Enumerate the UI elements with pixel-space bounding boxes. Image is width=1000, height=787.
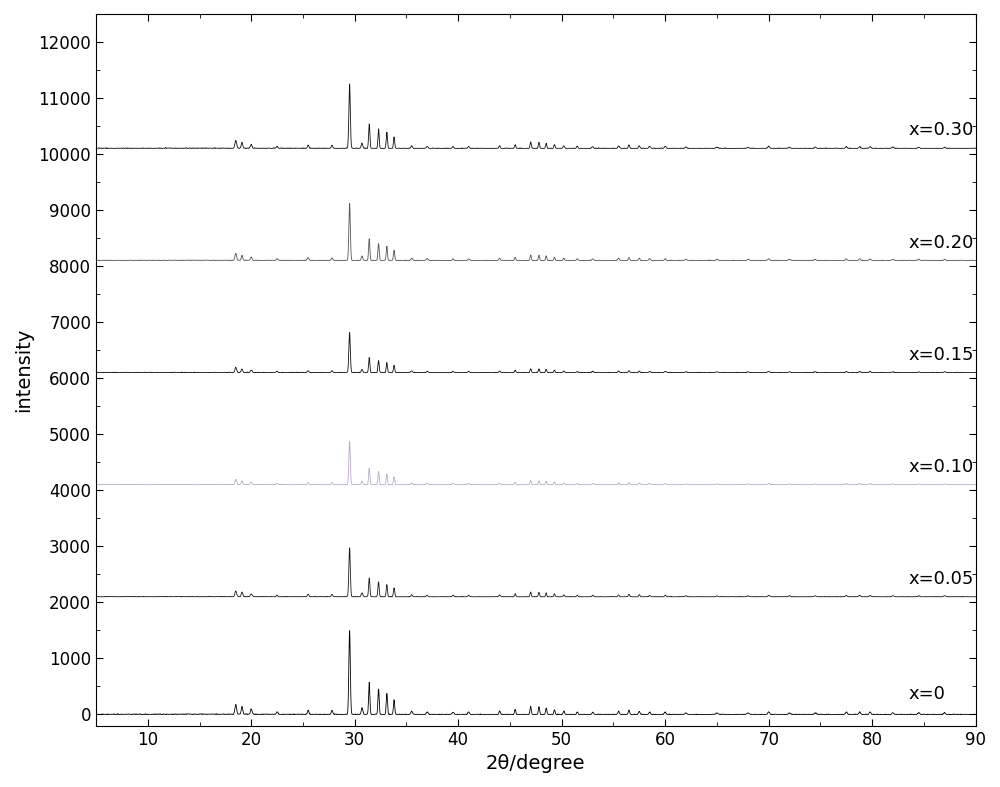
Text: x=0.15: x=0.15 xyxy=(908,345,974,364)
Text: x=0.20: x=0.20 xyxy=(908,234,974,252)
Y-axis label: intensity: intensity xyxy=(14,327,33,412)
Text: x=0.10: x=0.10 xyxy=(908,458,974,475)
Text: x=0.30: x=0.30 xyxy=(908,121,974,139)
X-axis label: 2θ/degree: 2θ/degree xyxy=(486,754,586,773)
Text: x=0: x=0 xyxy=(908,685,945,704)
Text: x=0.05: x=0.05 xyxy=(908,570,974,588)
